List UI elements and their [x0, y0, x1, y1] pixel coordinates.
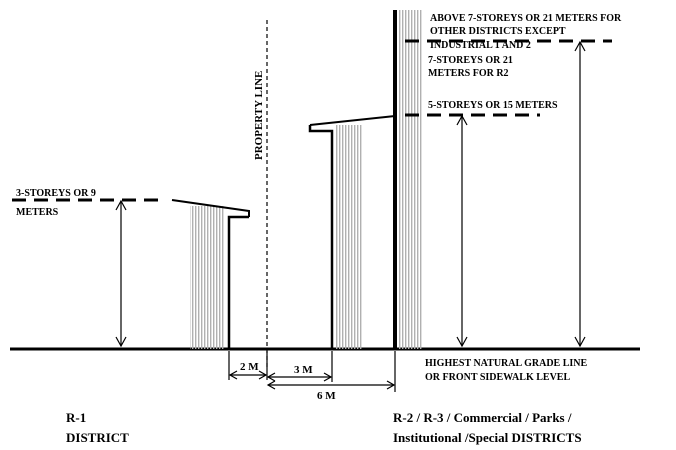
- dim-3m-label: 3 M: [294, 364, 313, 376]
- r1-height-arrow: [115, 199, 127, 348]
- other-districts-label: R-2 / R-3 / Commercial / Parks / Institu…: [393, 410, 582, 445]
- r1-district-label: R-1 DISTRICT: [66, 410, 129, 445]
- dim-6m-arrow: [266, 351, 396, 392]
- r1-building-shading: [190, 206, 224, 349]
- mid-building-shading: [335, 125, 363, 349]
- r1-building-roof: [171, 199, 250, 217]
- grade-line-label: HIGHEST NATURAL GRADE LINE OR FRONT SIDE…: [425, 358, 590, 383]
- above-height-label: ABOVE 7-STOREYS OR 21 METERS FOR OTHER D…: [430, 13, 624, 51]
- dim-2m-label: 2 M: [240, 361, 259, 373]
- r1-building-wall: [227, 215, 249, 349]
- mid-height-arrow: [456, 114, 468, 348]
- property-line-label: PROPERTY LINE: [253, 71, 265, 160]
- mid-building-roof: [309, 115, 396, 126]
- mid-building-wall: [308, 125, 334, 349]
- dim-2m-arrow: [228, 351, 268, 380]
- tall-height-arrow: [574, 40, 586, 348]
- r1-height-label: 3-STOREYS OR 9 METERS: [16, 188, 98, 218]
- r2-height-label: 7-STOREYS OR 21 METERS FOR R2: [428, 55, 515, 79]
- dim-3m-arrow: [266, 351, 333, 382]
- mid-height-label: 5-STOREYS OR 15 METERS: [428, 100, 558, 111]
- dim-6m-label: 6 M: [317, 390, 336, 402]
- tall-building-shading: [398, 10, 422, 349]
